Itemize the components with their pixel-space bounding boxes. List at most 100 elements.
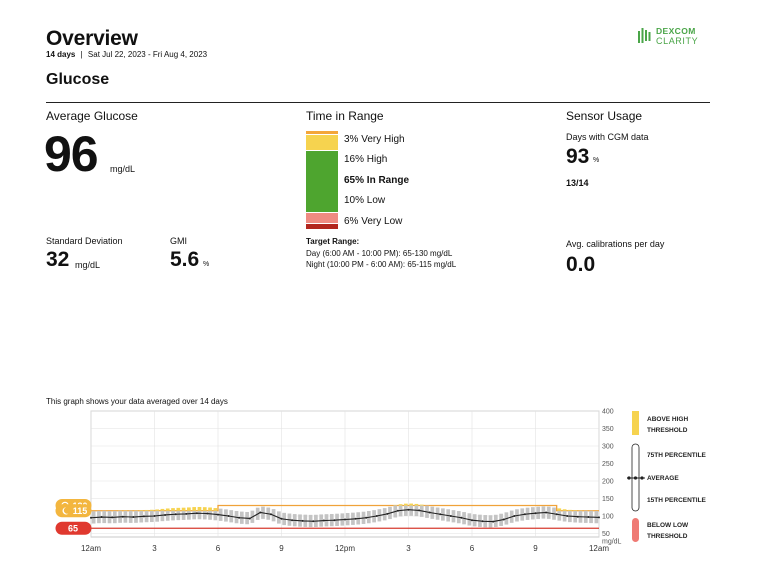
percentile-bar	[404, 505, 408, 516]
target-range-night: Night (10:00 PM - 6:00 AM): 65-115 mg/dL	[306, 260, 457, 269]
average-point	[418, 509, 421, 512]
legend-p75-label: 75TH PERCENTILE	[647, 452, 707, 459]
y-unit-label: mg/dL	[602, 539, 622, 546]
date-range-text: Sat Jul 22, 2023 - Fri Aug 4, 2023	[87, 50, 208, 59]
percentile-bar	[202, 510, 207, 520]
section-title: Glucose	[46, 71, 110, 88]
average-point	[428, 511, 431, 514]
percentile-bar	[213, 510, 218, 521]
average-point	[227, 515, 230, 517]
tir-label: Time in Range	[306, 109, 384, 123]
average-point	[291, 519, 294, 522]
average-point	[333, 519, 336, 522]
percentile-bar	[197, 510, 202, 520]
percentile-bar	[160, 510, 165, 522]
average-point	[576, 515, 579, 518]
average-point	[312, 520, 315, 523]
graph-note: This graph shows your data averaged over…	[46, 397, 228, 406]
std-dev-unit: mg/dL	[75, 260, 101, 270]
average-point	[460, 516, 463, 519]
average-point	[481, 520, 484, 523]
y-tick-label: 100	[602, 514, 614, 521]
average-point	[449, 515, 452, 517]
average-point	[121, 515, 124, 518]
tir-very-low: 6% Very Low	[344, 216, 403, 227]
tir-segment	[306, 131, 338, 134]
y-tick-label: 300	[602, 444, 614, 451]
date-range: 14 days | Sat Jul 22, 2023 - Fri Aug 4, …	[46, 50, 207, 59]
average-point	[90, 516, 92, 519]
tir-segment	[306, 213, 338, 223]
dexcom-clarity-logo: DEXCOM CLARITY	[638, 26, 710, 46]
x-tick-label: 6	[216, 544, 221, 553]
x-tick-label: 12am	[589, 544, 609, 553]
legend-below-low-swatch	[632, 518, 639, 542]
tir-in-range: 65% In Range	[344, 175, 410, 186]
percentile-bar	[557, 510, 562, 521]
average-point	[132, 516, 135, 519]
tir-stacked-bar	[306, 131, 338, 230]
percentile-bar	[181, 510, 186, 520]
x-tick-label: 6	[470, 544, 475, 553]
page-title: Overview	[46, 27, 138, 50]
average-point	[545, 511, 548, 514]
gmi-unit: %	[203, 261, 210, 268]
above-high-bar	[181, 507, 186, 511]
above-high-bar	[202, 507, 207, 511]
average-point	[142, 515, 145, 518]
days-count: 14 days	[46, 50, 76, 59]
brand-line1: DEXCOM	[656, 26, 696, 36]
percentile-bar	[414, 505, 419, 517]
average-point	[269, 513, 272, 516]
target-range-day: Day (6:00 AM - 10:00 PM): 65-130 mg/dL	[306, 249, 453, 258]
above-high-bar	[165, 508, 170, 511]
above-high-bar	[404, 503, 408, 506]
average-point	[217, 513, 219, 516]
average-point	[185, 512, 188, 515]
calibrations-value: 0.0	[566, 253, 596, 276]
legend-average-dot	[627, 476, 631, 480]
legend-below-low-label-2: THRESHOLD	[647, 533, 688, 540]
above-high-bar	[150, 509, 154, 511]
percentile-bar	[187, 510, 191, 520]
tir-segment	[306, 151, 338, 213]
y-tick-label: 50	[602, 531, 610, 538]
night-high-badge-label: 115	[73, 506, 88, 516]
average-point	[111, 516, 114, 519]
percentile-bar	[171, 510, 175, 521]
calibrations-label: Avg. calibrations per day	[566, 239, 665, 249]
average-point	[513, 515, 516, 517]
average-point	[407, 508, 410, 511]
cgm-days-fraction: 13/14	[566, 178, 589, 188]
y-tick-label: 400	[602, 409, 614, 416]
percentile-bar	[192, 510, 197, 520]
target-range-title: Target Range:	[306, 237, 360, 246]
average-point	[502, 518, 505, 521]
y-tick-label: 250	[602, 461, 614, 468]
sensor-usage-label: Sensor Usage	[566, 109, 643, 123]
x-tick-label: 9	[533, 544, 538, 553]
above-high-bar	[557, 508, 562, 511]
legend-below-low-label: BELOW LOW	[647, 522, 689, 529]
average-point	[365, 516, 368, 519]
std-dev-value: 32	[46, 248, 70, 271]
cgm-days-label: Days with CGM data	[566, 132, 649, 142]
average-point	[534, 512, 537, 515]
average-point	[206, 512, 209, 515]
low-badge	[55, 521, 92, 535]
cgm-days-value: 93	[566, 145, 590, 168]
average-point	[566, 515, 569, 517]
logo-bars-icon	[638, 28, 651, 43]
legend-average-dot	[633, 476, 638, 480]
std-dev-label: Standard Deviation	[46, 236, 123, 246]
average-point	[280, 517, 283, 520]
low-badge-label: 65	[68, 524, 78, 534]
average-point	[153, 515, 156, 517]
legend-above-high-swatch	[632, 411, 639, 435]
divider	[46, 102, 710, 103]
x-tick-label: 3	[152, 544, 157, 553]
legend-average-label: AVERAGE	[647, 475, 679, 482]
gmi-value: 5.6	[170, 248, 200, 271]
average-point	[174, 513, 177, 516]
above-high-bar	[398, 504, 403, 506]
